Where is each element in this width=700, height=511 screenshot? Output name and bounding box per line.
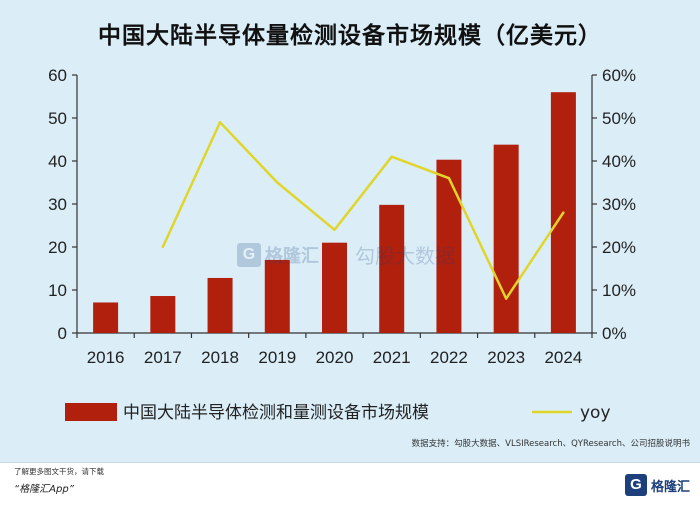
x-tick-label: 2024 — [544, 348, 582, 367]
yoy-point — [447, 177, 451, 180]
bar — [436, 159, 462, 333]
bar — [322, 242, 347, 333]
y-left-tick-label: 50 — [48, 109, 67, 128]
y-left-tick-label: 10 — [48, 281, 67, 300]
yoy-point — [333, 228, 336, 231]
y-left-tick-label: 30 — [48, 195, 67, 214]
yoy-line — [161, 121, 565, 300]
y-left-tick-label: 60 — [48, 66, 67, 85]
yoy-point — [562, 211, 565, 214]
brand-logo-icon: G — [624, 474, 647, 496]
x-tick-label: 2023 — [487, 348, 525, 367]
y-right-tick-label: 30% — [602, 195, 636, 214]
bar — [493, 144, 519, 333]
y-right-tick-label: 60% — [602, 66, 636, 85]
y-right-tick-label: 0% — [602, 324, 627, 343]
divider — [0, 462, 700, 463]
yoy-point — [390, 155, 393, 158]
y-left-tick-label: 20 — [48, 238, 67, 257]
source-note: 数据支持：勾股大数据、VLSIResearch、QYResearch、公司招股说… — [411, 439, 690, 449]
brand-name: 格隆汇 — [650, 479, 690, 495]
yoy-point — [276, 181, 279, 184]
legend-bar-label: 中国大陆半导体检测和量测设备市场规模 — [123, 403, 429, 423]
chart-plot: 0 10 20 30 40 50 60 0% 10% 20% 30% 40% 50% 60% 2016 201… — [48, 66, 636, 423]
x-tick-label: 2017 — [144, 348, 182, 367]
yoy-point — [218, 121, 222, 124]
footer-app-name: “格隆汇App” — [14, 484, 74, 495]
yoy-point — [161, 245, 165, 249]
bar — [93, 302, 119, 333]
brand[interactable]: G 格隆汇 — [624, 470, 690, 500]
bar — [150, 296, 176, 333]
legend-bar-swatch — [65, 403, 117, 421]
chart-title: 中国大陆半导体量检测设备市场规模（亿美元） — [98, 23, 602, 49]
x-tick-label: 2021 — [373, 348, 411, 367]
y-right-tick-label: 20% — [602, 238, 636, 257]
x-tick-label: 2019 — [258, 348, 296, 367]
y-left-tick-label: 0 — [58, 324, 67, 343]
bar — [379, 204, 405, 333]
x-tick-label: 2020 — [316, 348, 354, 367]
y-right-tick-label: 50% — [602, 109, 636, 128]
y-left-tick-label: 40 — [48, 152, 67, 171]
x-tick-label: 2018 — [201, 348, 239, 367]
bar — [264, 259, 290, 333]
x-tick-label: 2016 — [87, 348, 125, 367]
y-right-tick-label: 10% — [602, 281, 636, 300]
x-tick-label: 2022 — [430, 348, 468, 367]
yoy-point — [504, 297, 508, 300]
y-right-tick-label: 40% — [602, 152, 636, 171]
bar — [207, 277, 233, 333]
footer-promo-text: 了解更多图文干货，请下载 — [14, 467, 104, 476]
chart-card: 中国大陆半导体量检测设备市场规模（亿美元） 0 10 20 30 40 50 60 0% 10%… — [0, 0, 700, 462]
legend-line-label: yoy — [580, 403, 611, 423]
